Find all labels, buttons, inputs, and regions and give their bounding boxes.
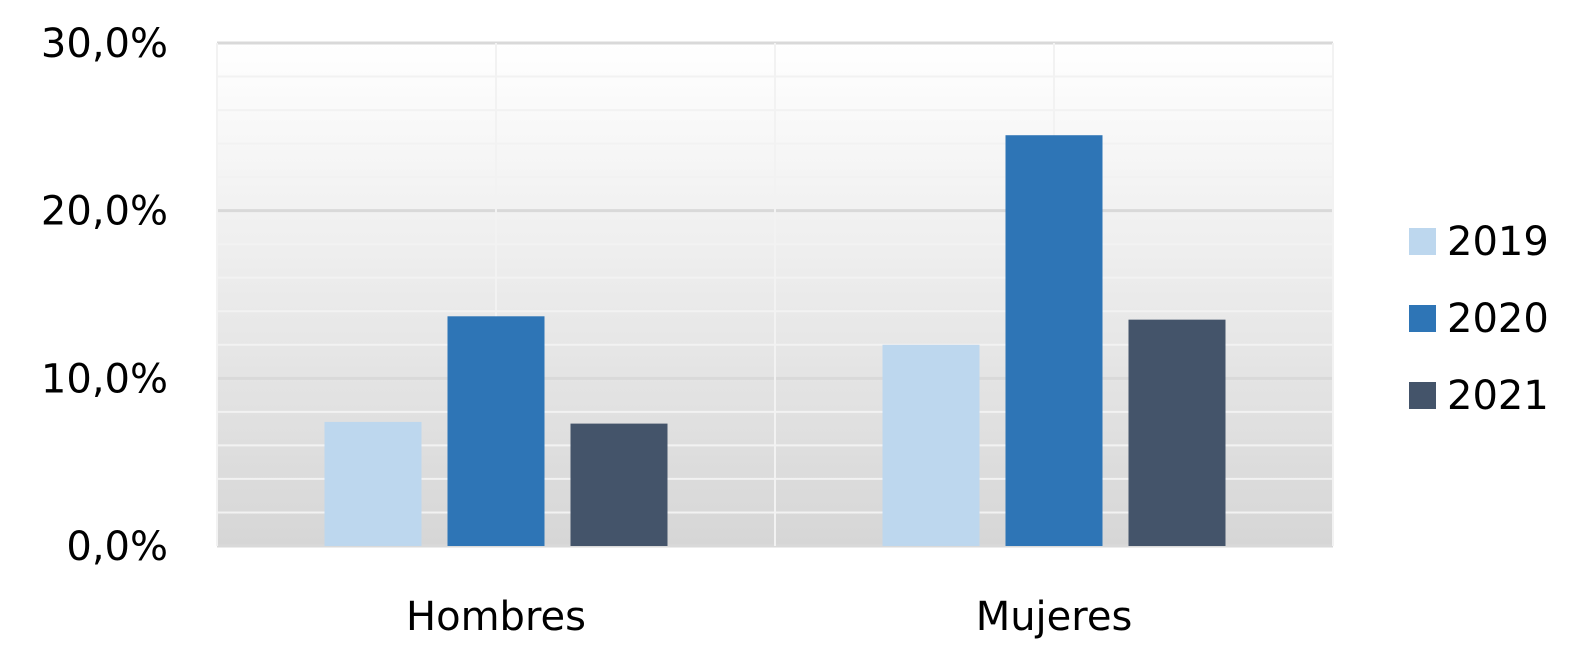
bar-2021-mujeres: [1128, 319, 1226, 546]
bar-2019-mujeres: [882, 344, 980, 546]
y-tick-label: 20,0%: [41, 189, 168, 235]
legend-swatch-2019: [1409, 228, 1436, 255]
x-axis-category-labels: Hombres Mujeres: [406, 594, 1132, 640]
legend-swatch-2020: [1409, 305, 1436, 332]
bar-2020-mujeres: [1005, 135, 1103, 546]
y-axis-tick-labels: 0,0% 10,0% 20,0% 30,0%: [41, 21, 168, 570]
bar-2021-hombres: [570, 423, 668, 546]
bars: [324, 135, 1226, 546]
legend-swatch-2021: [1409, 382, 1436, 409]
x-category-label: Hombres: [406, 594, 586, 640]
bar-2019-hombres: [324, 421, 422, 546]
y-tick-label: 0,0%: [66, 524, 168, 570]
x-category-label: Mujeres: [976, 594, 1133, 640]
legend-label-2019: 2019: [1447, 219, 1549, 265]
y-tick-label: 30,0%: [41, 21, 168, 67]
bar-2020-hombres: [447, 316, 545, 546]
legend-label-2021: 2021: [1447, 373, 1549, 419]
legend-label-2020: 2020: [1447, 296, 1549, 342]
y-tick-label: 10,0%: [41, 356, 168, 402]
legend: 2019 2020 2021: [1409, 219, 1549, 419]
